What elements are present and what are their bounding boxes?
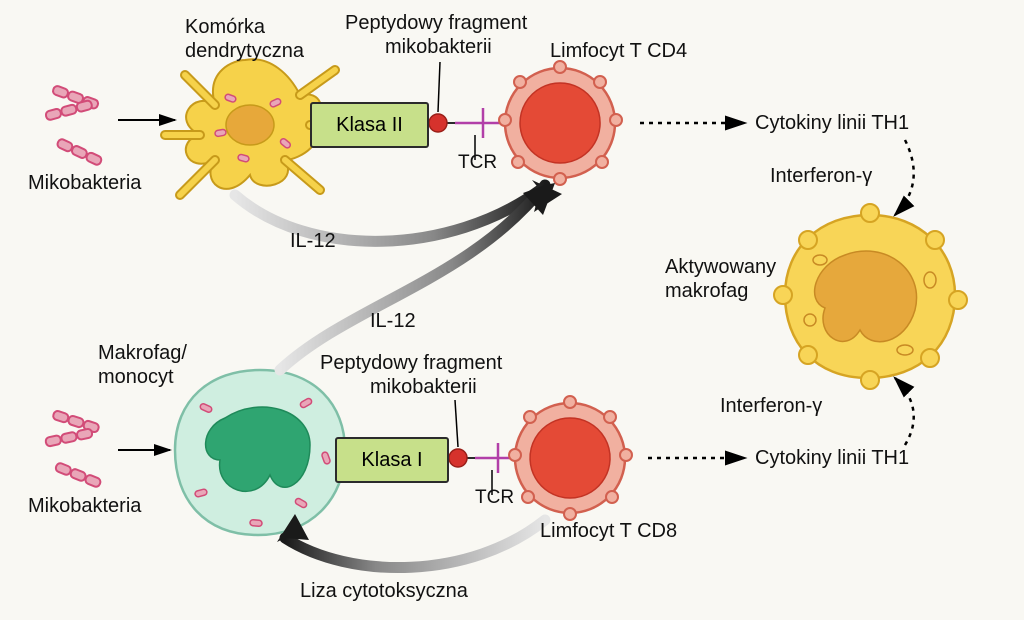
label-cytokines-top: Cytokiny linii TH1 — [755, 112, 909, 135]
mycobacteria-bottom — [45, 410, 102, 488]
mhc-class-i-label: Klasa I — [361, 449, 422, 472]
label-cytokines-bottom: Cytokiny linii TH1 — [755, 447, 909, 470]
diagram-svg — [0, 0, 1024, 620]
arrow-ifn-top — [895, 140, 914, 215]
mhc-class-i-box: Klasa I — [335, 437, 449, 483]
arrow-cytotoxic-lysis — [285, 520, 545, 568]
label-peptide-bottom-1: Peptydowy fragment — [320, 352, 502, 375]
label-ifn-bottom: Interferon-γ — [720, 395, 822, 418]
label-macmono-2: monocyt — [98, 366, 174, 389]
arrow-ifn-bottom — [895, 378, 914, 445]
label-mikobakteria-bottom: Mikobakteria — [28, 495, 141, 518]
activated-macrophage-cell — [774, 204, 967, 389]
label-liza: Liza cytotoksyczna — [300, 580, 468, 603]
label-peptide-top-2: mikobakterii — [385, 36, 492, 59]
label-dendritic-2: dendrytyczna — [185, 40, 304, 63]
label-cd8: Limfocyt T CD8 — [540, 520, 677, 543]
macrophage-monocyte-cell — [175, 370, 345, 535]
mhc2-presentation — [425, 62, 503, 160]
mycobacteria-top — [45, 85, 103, 166]
label-il12-bottom: IL-12 — [370, 310, 416, 333]
label-tcr-bottom: TCR — [475, 487, 514, 509]
label-peptide-top-1: Peptydowy fragment — [345, 12, 527, 35]
label-actmac-2: makrofag — [665, 280, 748, 303]
mhc-class-ii-label: Klasa II — [336, 114, 403, 137]
label-il12-top: IL-12 — [290, 230, 336, 253]
tcell-cd8 — [509, 396, 632, 520]
label-dendritic-1: Komórka — [185, 16, 265, 39]
label-ifn-top: Interferon-γ — [770, 165, 872, 188]
mhc-class-ii-box: Klasa II — [310, 102, 429, 148]
tcell-cd4 — [499, 61, 622, 185]
immunology-diagram: Klasa II Klasa I Mikobakteria Mikobakter… — [0, 0, 1024, 620]
label-cd4: Limfocyt T CD4 — [550, 40, 687, 63]
label-peptide-bottom-2: mikobakterii — [370, 376, 477, 399]
label-macmono-1: Makrofag/ — [98, 342, 187, 365]
label-actmac-1: Aktywowany — [665, 256, 776, 279]
label-tcr-top: TCR — [458, 152, 497, 174]
mhc1-presentation — [445, 400, 515, 495]
label-mikobakteria-top: Mikobakteria — [28, 172, 141, 195]
